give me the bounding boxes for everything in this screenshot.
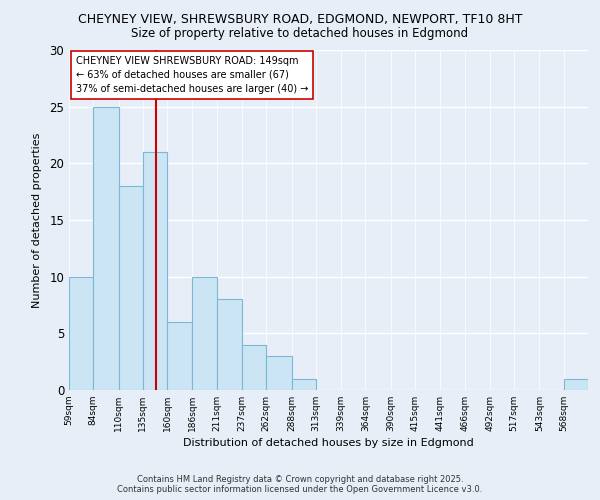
Text: Size of property relative to detached houses in Edgmond: Size of property relative to detached ho… — [131, 28, 469, 40]
X-axis label: Distribution of detached houses by size in Edgmond: Distribution of detached houses by size … — [183, 438, 474, 448]
Bar — [93, 106, 119, 390]
Bar — [119, 186, 143, 390]
Bar — [564, 378, 588, 390]
Text: CHEYNEY VIEW, SHREWSBURY ROAD, EDGMOND, NEWPORT, TF10 8HT: CHEYNEY VIEW, SHREWSBURY ROAD, EDGMOND, … — [78, 12, 522, 26]
Bar — [167, 322, 193, 390]
Text: Contains HM Land Registry data © Crown copyright and database right 2025.: Contains HM Land Registry data © Crown c… — [137, 475, 463, 484]
Bar — [242, 344, 266, 390]
Bar — [266, 356, 292, 390]
Bar — [193, 276, 217, 390]
Bar — [69, 276, 93, 390]
Y-axis label: Number of detached properties: Number of detached properties — [32, 132, 43, 308]
Bar — [292, 378, 316, 390]
Text: Contains public sector information licensed under the Open Government Licence v3: Contains public sector information licen… — [118, 485, 482, 494]
Bar — [217, 300, 242, 390]
Bar — [143, 152, 167, 390]
Text: CHEYNEY VIEW SHREWSBURY ROAD: 149sqm
← 63% of detached houses are smaller (67)
3: CHEYNEY VIEW SHREWSBURY ROAD: 149sqm ← 6… — [76, 56, 308, 94]
